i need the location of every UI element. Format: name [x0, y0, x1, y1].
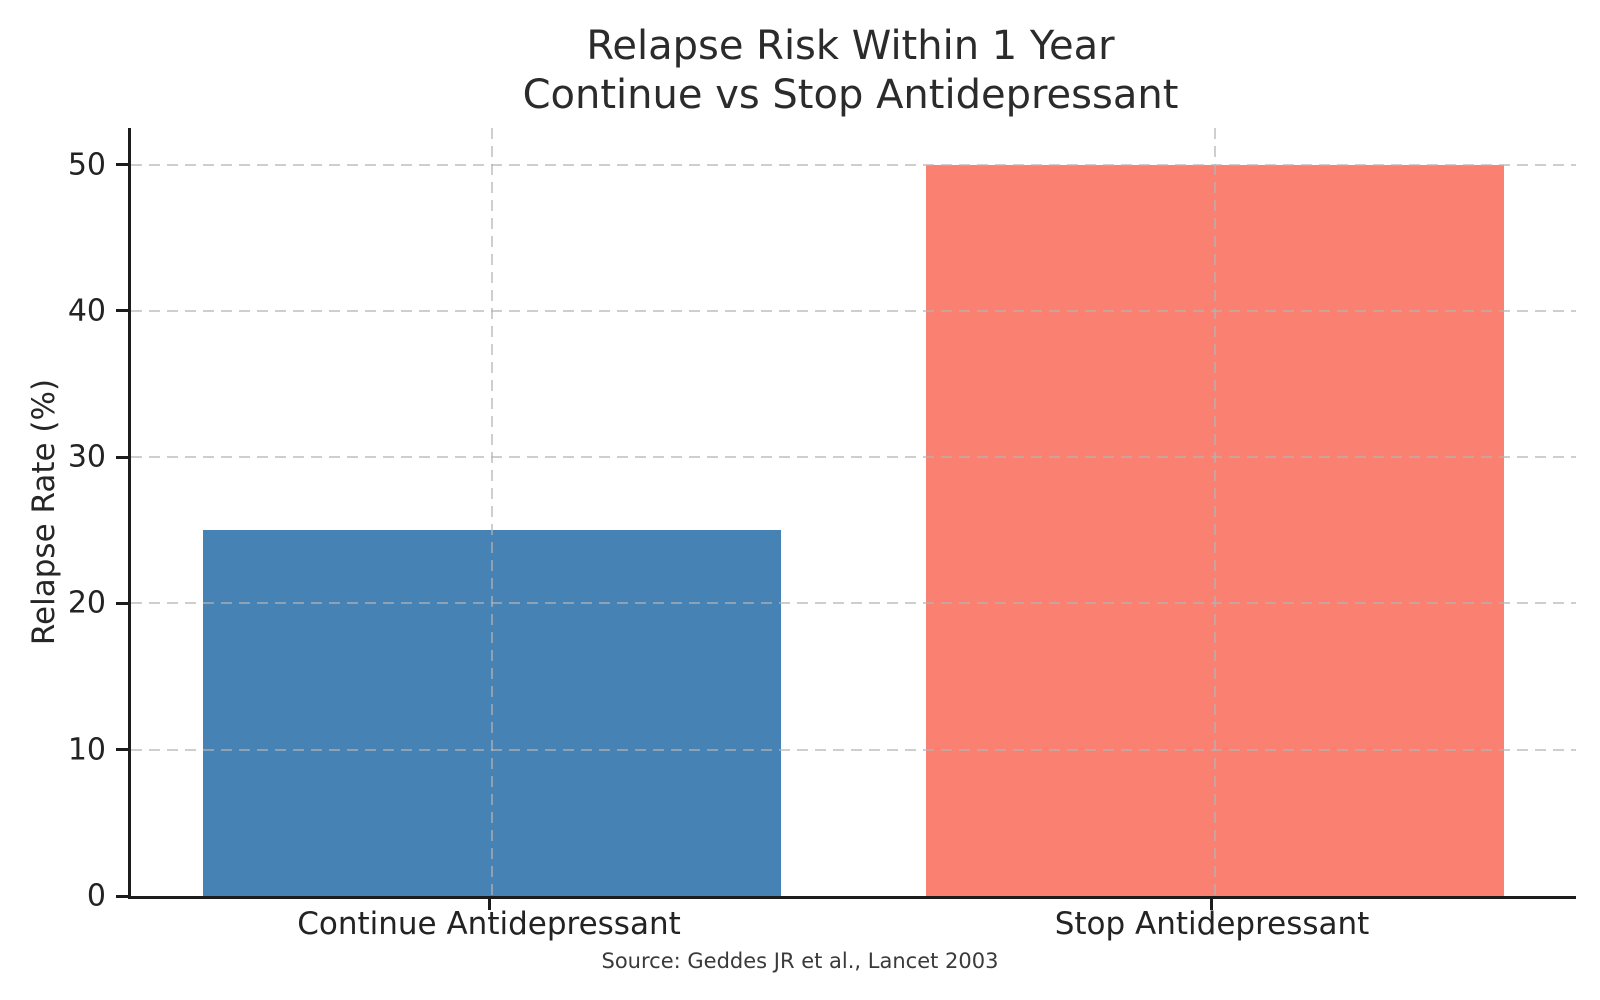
y-tick-mark — [116, 163, 128, 167]
chart-title: Relapse Risk Within 1 Year Continue vs S… — [522, 23, 1179, 118]
y-tick-label: 10 — [67, 732, 106, 768]
source-caption: Source: Geddes JR et al., Lancet 2003 — [601, 949, 999, 973]
x-tick-label-continue: Continue Antidepressant — [297, 906, 681, 942]
y-tick-label: 0 — [86, 878, 106, 914]
x-tick-mark — [487, 899, 491, 910]
y-tick-label: 20 — [67, 585, 106, 621]
y-tick-label: 30 — [67, 439, 106, 475]
bar-stop-antidepressant — [925, 164, 1504, 896]
y-tick-label: 40 — [67, 293, 106, 329]
plot-area — [128, 128, 1576, 899]
y-tick-mark — [116, 748, 128, 752]
x-tick-mark — [1210, 899, 1214, 910]
y-tick-mark — [116, 455, 128, 459]
y-tick-mark — [116, 309, 128, 313]
x-tick-label-stop: Stop Antidepressant — [1054, 906, 1370, 942]
y-tick-mark — [116, 601, 128, 605]
y-tick-label: 50 — [67, 147, 106, 183]
bar-continue-antidepressant — [203, 530, 782, 896]
y-tick-mark — [116, 894, 128, 898]
